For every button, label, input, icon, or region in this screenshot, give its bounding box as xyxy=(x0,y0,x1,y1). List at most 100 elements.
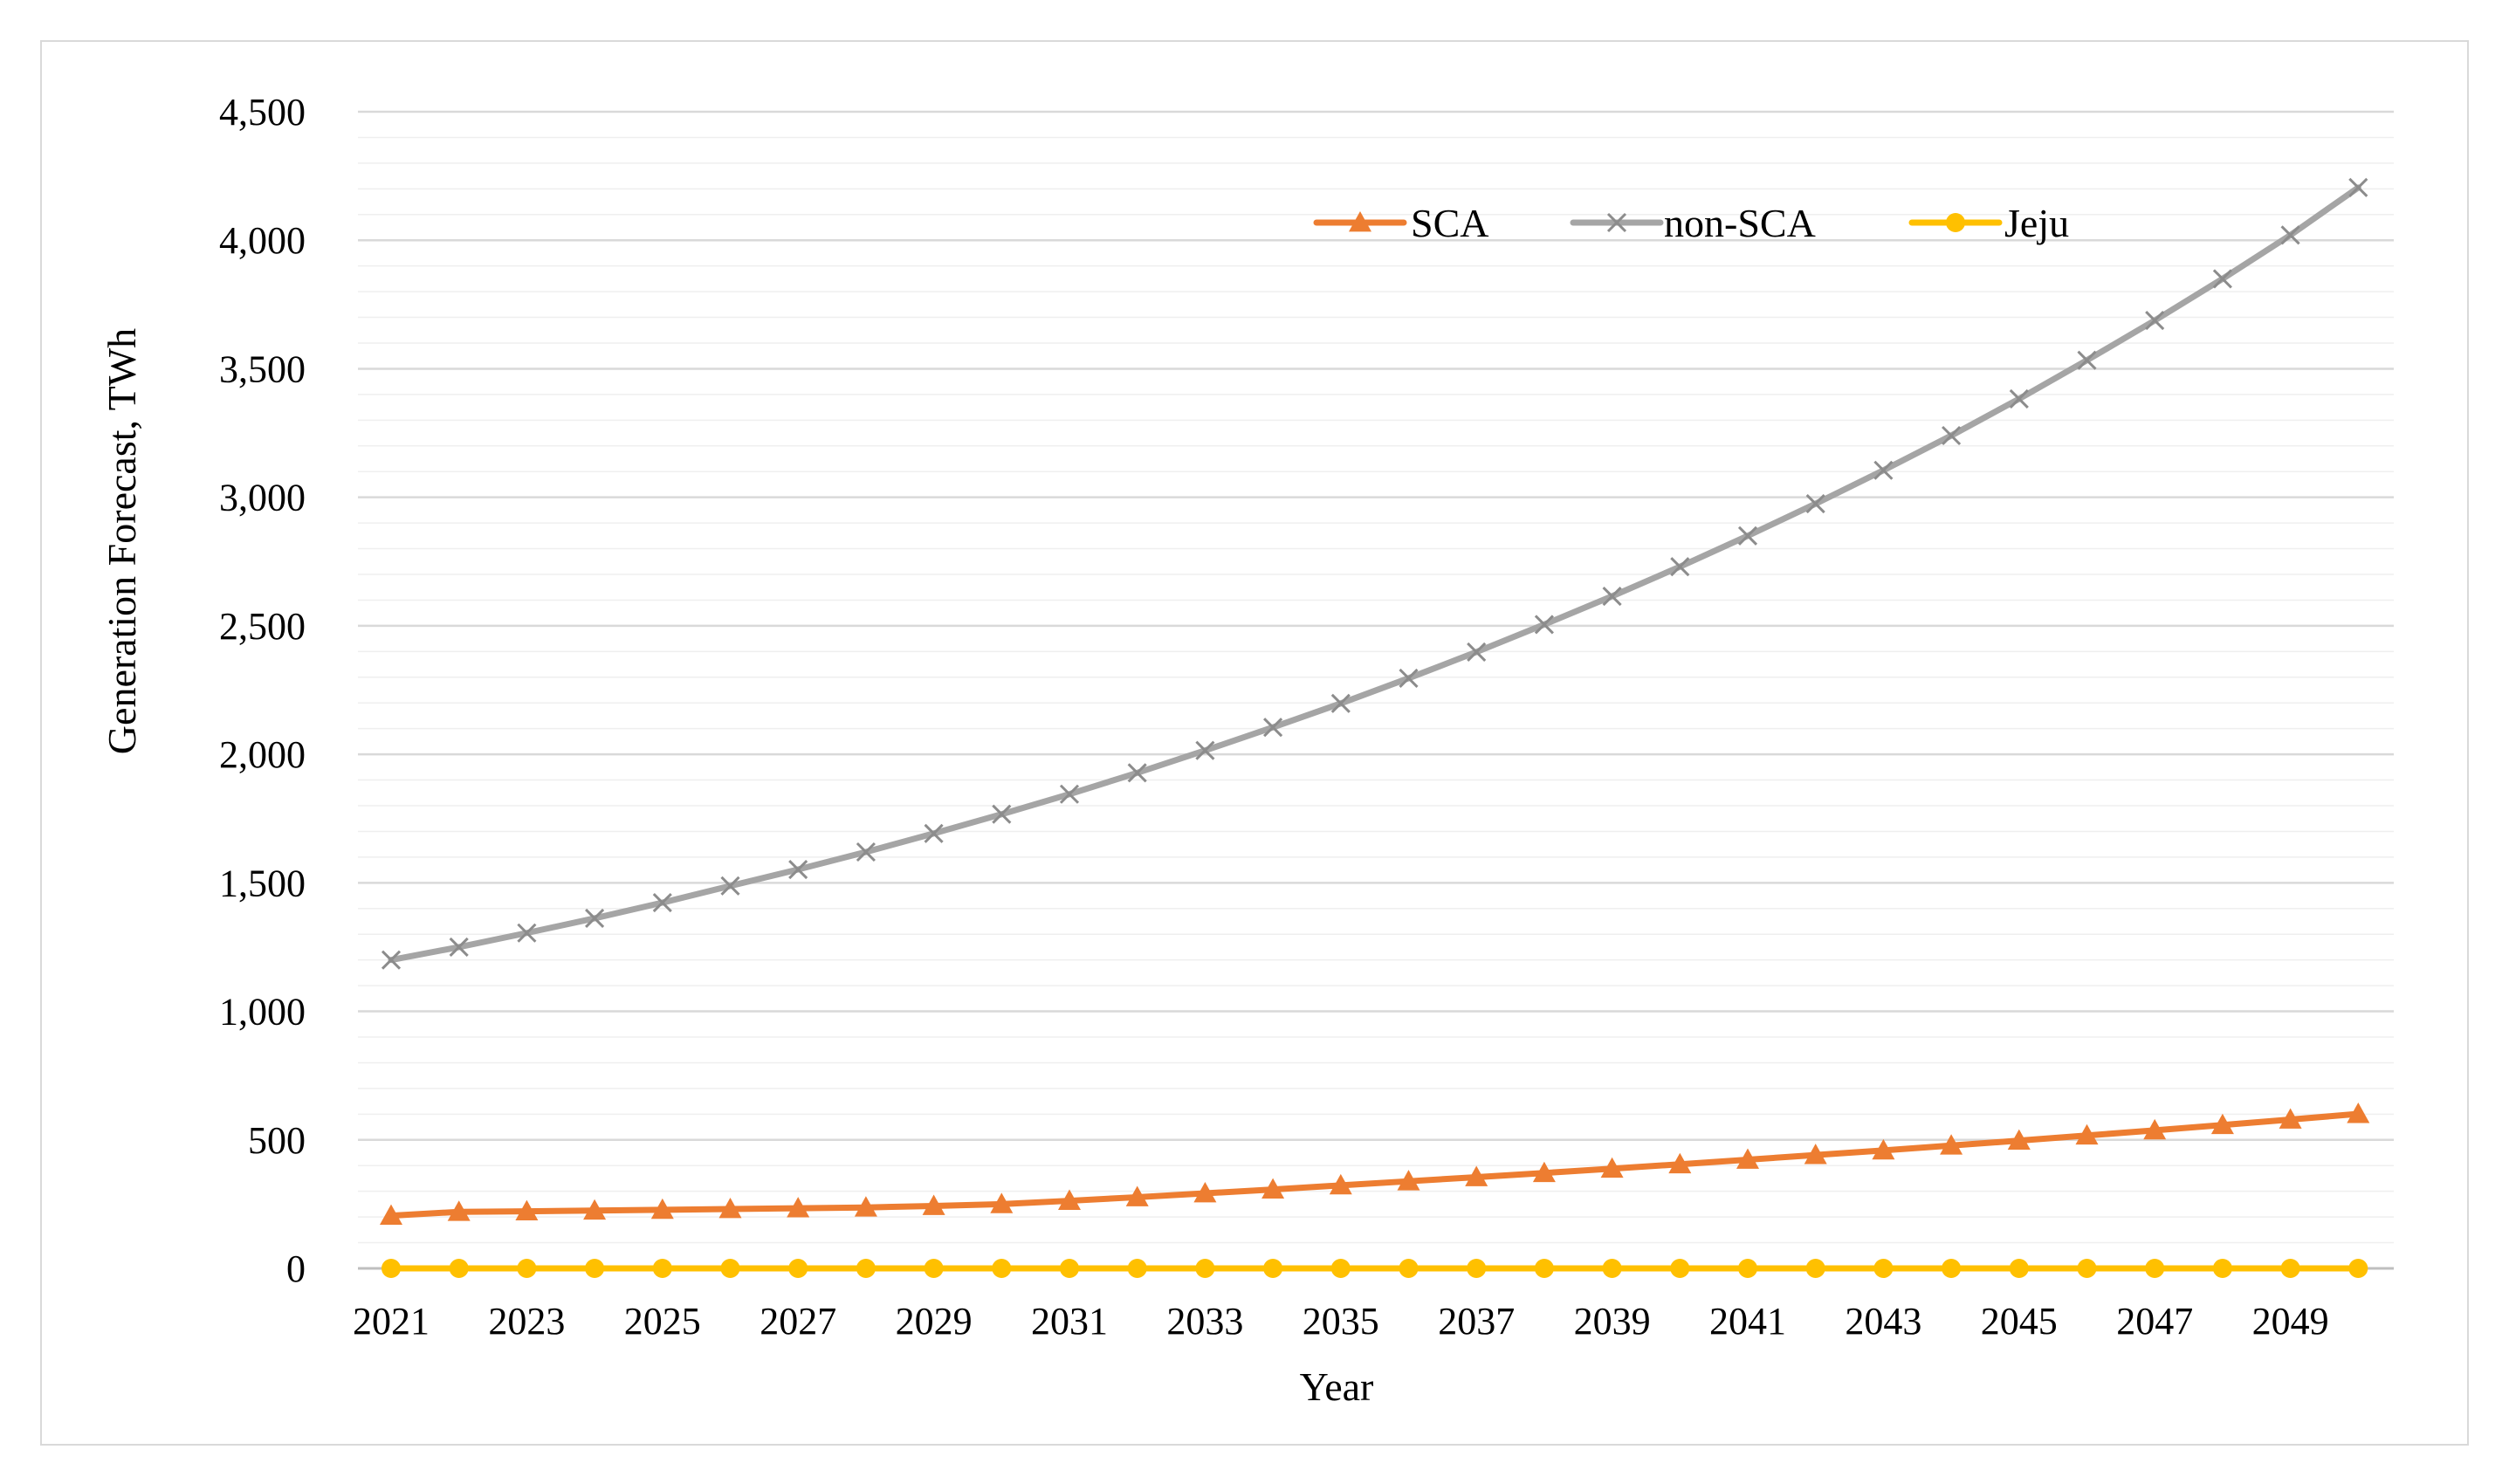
data-point-non-sca xyxy=(992,804,1012,824)
data-point-sca xyxy=(1872,1138,1895,1160)
data-point-jeju xyxy=(788,1259,808,1278)
data-point-non-sca xyxy=(1534,615,1554,635)
legend-item-jeju: Jeju xyxy=(1908,201,2069,245)
data-point-non-sca xyxy=(856,842,876,862)
data-point-non-sca xyxy=(788,859,808,880)
data-point-sca xyxy=(2279,1108,2302,1129)
data-point-non-sca xyxy=(1602,586,1622,607)
data-point-sca xyxy=(1397,1170,1420,1191)
data-point-sca xyxy=(1668,1152,1692,1174)
data-point-sca xyxy=(2210,1113,2234,1135)
x-tick-label: 2039 xyxy=(1574,1300,1651,1343)
x-tick-label: 2029 xyxy=(896,1300,973,1343)
data-point-non-sca xyxy=(1805,493,1825,514)
data-point-sca xyxy=(447,1200,471,1221)
series-line-sca xyxy=(388,1110,2361,1219)
data-point-jeju xyxy=(1467,1259,1487,1278)
data-point-non-sca xyxy=(2280,225,2300,245)
y-tick-label: 2,500 xyxy=(219,605,306,648)
data-point-non-sca xyxy=(1059,784,1080,804)
data-point-jeju xyxy=(924,1259,944,1278)
data-point-jeju xyxy=(1060,1259,1079,1278)
legend-marker xyxy=(1349,211,1371,232)
data-point-sca xyxy=(1804,1144,1827,1165)
y-tick-label: 1,500 xyxy=(219,862,306,904)
data-point-sca xyxy=(1125,1185,1149,1206)
x-axis-ticks: 2021 2023 2025 2027 2029 2031 2033 2035 2037 2039… xyxy=(353,1300,2329,1343)
data-point-jeju xyxy=(652,1259,672,1278)
y-tick-label: 500 xyxy=(248,1119,306,1162)
data-point-jeju xyxy=(856,1259,876,1278)
series-sca xyxy=(380,1103,2370,1226)
data-point-non-sca xyxy=(517,923,537,943)
data-point-jeju xyxy=(2145,1259,2165,1278)
data-point-sca xyxy=(515,1199,539,1221)
data-point-jeju xyxy=(2009,1259,2029,1278)
x-tick-label: 2043 xyxy=(1845,1300,1921,1343)
data-point-non-sca xyxy=(720,876,740,896)
x-tick-label: 2025 xyxy=(624,1300,701,1343)
data-point-sca xyxy=(380,1204,402,1226)
y-tick-label: 0 xyxy=(286,1247,306,1290)
data-point-sca xyxy=(1600,1157,1624,1178)
data-point-non-sca xyxy=(1399,668,1419,689)
y-tick-label: 4,000 xyxy=(219,219,306,262)
data-point-non-sca xyxy=(1263,718,1283,738)
data-point-sca xyxy=(718,1197,742,1219)
data-point-jeju xyxy=(2280,1259,2300,1278)
x-tick-label: 2023 xyxy=(488,1300,565,1343)
data-point-non-sca xyxy=(381,950,402,970)
legend-item-non-sca: non-SCA xyxy=(1570,201,1816,245)
x-tick-label: 2049 xyxy=(2252,1300,2329,1343)
y-tick-label: 3,500 xyxy=(219,347,306,390)
data-point-sca xyxy=(2347,1103,2370,1123)
legend-item-sca: SCA xyxy=(1313,201,1488,245)
series-jeju xyxy=(382,1259,2368,1278)
x-axis-title: Year xyxy=(1300,1364,1374,1409)
x-tick-label: 2031 xyxy=(1031,1300,1108,1343)
data-point-non-sca xyxy=(2212,269,2232,289)
data-point-jeju xyxy=(1805,1259,1825,1278)
data-point-sca xyxy=(2143,1118,2167,1140)
data-point-non-sca xyxy=(449,937,469,958)
y-axis-ticks: 0 500 1,000 1,500 2,000 2,500 3,000 3,500 4,000 4… xyxy=(219,91,306,1290)
series-lines xyxy=(380,177,2370,1278)
data-point-non-sca xyxy=(1737,526,1758,546)
data-point-sca xyxy=(1940,1134,1963,1155)
data-point-jeju xyxy=(1127,1259,1147,1278)
data-point-sca xyxy=(1193,1182,1217,1203)
data-point-sca xyxy=(1532,1161,1556,1183)
x-tick-label: 2047 xyxy=(2116,1300,2193,1343)
legend-marker xyxy=(1946,213,1965,232)
data-point-sca xyxy=(1465,1165,1488,1186)
data-point-jeju xyxy=(1263,1259,1283,1278)
data-point-sca xyxy=(787,1197,810,1218)
data-point-sca xyxy=(2075,1123,2099,1145)
legend-label: Jeju xyxy=(2004,201,2069,245)
x-tick-label: 2035 xyxy=(1303,1300,1379,1343)
y-tick-label: 4,500 xyxy=(219,91,306,134)
data-point-sca xyxy=(583,1199,607,1220)
data-point-jeju xyxy=(449,1259,469,1278)
data-point-non-sca xyxy=(1195,740,1215,760)
data-point-jeju xyxy=(1330,1259,1351,1278)
legend-label: non-SCA xyxy=(1664,201,1816,245)
data-point-non-sca xyxy=(1330,693,1351,713)
legend-marker xyxy=(1606,212,1627,233)
data-point-jeju xyxy=(585,1259,605,1278)
data-point-non-sca xyxy=(1670,557,1690,577)
data-point-jeju xyxy=(1602,1259,1622,1278)
x-tick-label: 2033 xyxy=(1166,1300,1243,1343)
data-point-non-sca xyxy=(2145,311,2165,331)
y-tick-label: 1,000 xyxy=(219,991,306,1034)
data-point-non-sca xyxy=(1942,425,1962,446)
data-point-jeju xyxy=(1195,1259,1215,1278)
series-non-sca xyxy=(381,177,2368,970)
data-point-sca xyxy=(1736,1148,1759,1169)
data-point-sca xyxy=(650,1198,674,1219)
data-point-sca xyxy=(854,1196,877,1217)
data-point-jeju xyxy=(1873,1259,1894,1278)
legend-label: SCA xyxy=(1411,201,1488,245)
x-tick-label: 2045 xyxy=(1981,1300,2058,1343)
